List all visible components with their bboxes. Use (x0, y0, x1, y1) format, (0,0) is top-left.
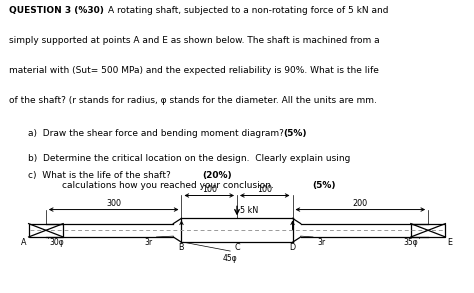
Text: B: B (179, 243, 184, 252)
Text: 100: 100 (257, 185, 272, 194)
Text: material with (Sut= 500 MPa) and the expected reliability is 90%. What is the li: material with (Sut= 500 MPa) and the exp… (9, 66, 379, 75)
Text: c)  What is the life of the shaft?: c) What is the life of the shaft? (28, 171, 173, 180)
Text: a)  Draw the shear force and bending moment diagram?: a) Draw the shear force and bending mome… (28, 130, 287, 139)
Text: 45φ: 45φ (223, 254, 237, 263)
Text: 3r: 3r (317, 239, 325, 247)
Text: 200: 200 (353, 199, 368, 208)
Text: A: A (21, 238, 27, 247)
Bar (28, 224, 63, 237)
Text: of the shaft? (r stands for radius, φ stands for the diameter. All the units are: of the shaft? (r stands for radius, φ st… (9, 96, 377, 105)
Text: (20%): (20%) (202, 171, 232, 180)
Text: 100: 100 (202, 185, 217, 194)
Text: 300: 300 (106, 199, 121, 208)
Text: simply supported at points A and E as shown below. The shaft is machined from a: simply supported at points A and E as sh… (9, 36, 380, 45)
Text: 5 kN: 5 kN (240, 206, 258, 215)
Text: 30φ: 30φ (49, 239, 64, 247)
Text: (5%): (5%) (312, 181, 336, 190)
Text: E: E (447, 238, 453, 247)
Text: A rotating shaft, subjected to a non-rotating force of 5 kN and: A rotating shaft, subjected to a non-rot… (109, 6, 389, 15)
Bar (411, 224, 446, 237)
Text: calculations how you reached your conclusion.: calculations how you reached your conclu… (63, 181, 277, 190)
Text: b)  Determine the critical location on the design.  Clearly explain using: b) Determine the critical location on th… (28, 154, 350, 163)
Text: 35φ: 35φ (403, 239, 418, 247)
Text: 3r: 3r (144, 239, 152, 247)
Text: D: D (290, 243, 296, 252)
Text: C: C (234, 243, 240, 252)
Text: (5%): (5%) (283, 130, 307, 139)
Text: QUESTION 3 (%30): QUESTION 3 (%30) (9, 6, 104, 15)
